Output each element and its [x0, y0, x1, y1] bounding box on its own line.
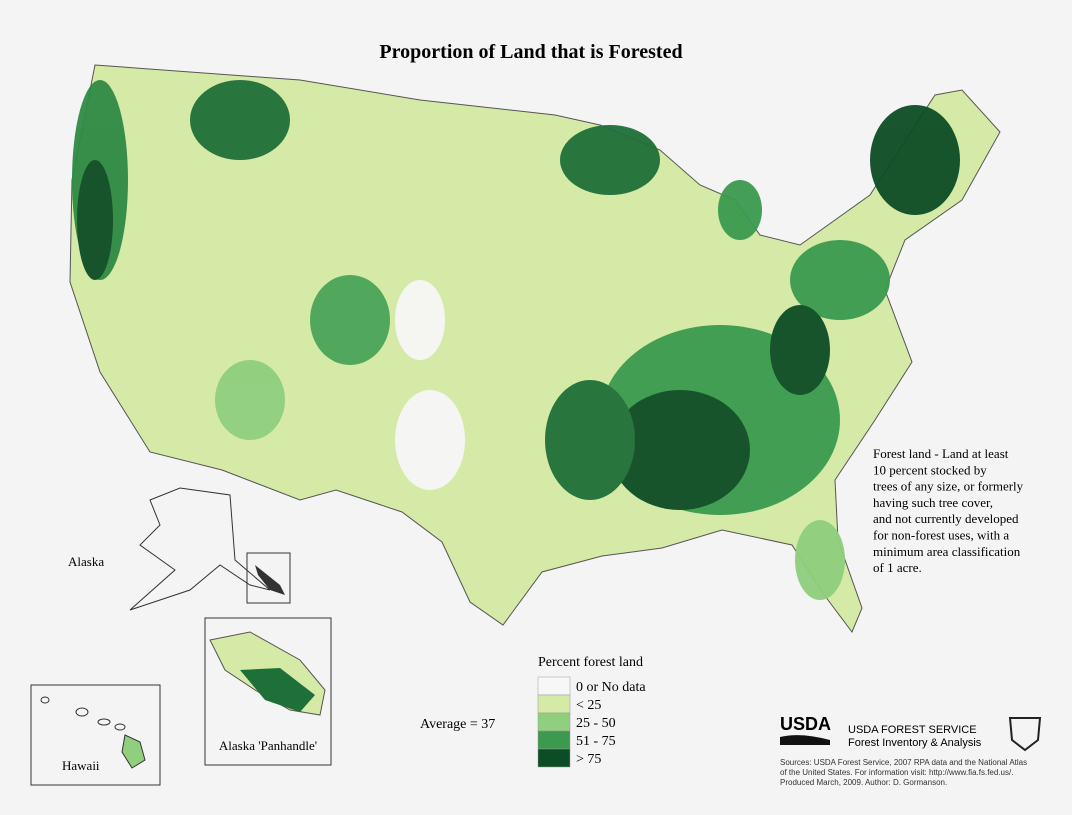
map-title: Proportion of Land that is Forested	[379, 41, 682, 63]
forest-regions	[72, 80, 960, 600]
region	[190, 80, 290, 160]
note-line: minimum area classification	[873, 544, 1021, 559]
legend-swatch	[537, 694, 571, 714]
island	[75, 707, 89, 717]
usda-logo: USDA	[780, 714, 831, 734]
region	[395, 390, 465, 490]
note-line: and not currently developed	[873, 511, 1019, 526]
forest-service-shield	[1008, 717, 1042, 752]
agency-program: Forest Inventory & Analysis	[848, 737, 982, 749]
region	[790, 240, 890, 320]
region	[560, 125, 660, 195]
legend-label: 25 - 50	[576, 716, 616, 731]
average: Average = 37	[420, 717, 495, 732]
logo-swoosh	[780, 735, 830, 745]
inset-box	[246, 552, 291, 604]
legend-label: 0 or No data	[576, 680, 646, 695]
legend-swatch	[537, 712, 571, 732]
panhandle-label: Alaska 'Panhandle'	[219, 738, 317, 753]
region	[718, 180, 762, 240]
legend-label: < 25	[576, 698, 601, 713]
region	[395, 280, 445, 360]
region	[795, 520, 845, 600]
region	[215, 360, 285, 440]
island	[121, 734, 146, 769]
legend-label: > 75	[576, 752, 601, 767]
agency-name: USDA FOREST SERVICE	[848, 724, 977, 736]
island	[114, 723, 126, 731]
note-line: of 1 acre.	[873, 560, 922, 575]
note-line: Forest land - Land at least	[873, 446, 1009, 461]
note-line: having such tree cover,	[873, 495, 993, 510]
inset-box	[30, 684, 161, 786]
panhandle-small	[255, 565, 285, 595]
legend-label: 51 - 75	[576, 734, 616, 749]
sources: Sources: USDA Forest Service, 2007 RPA d…	[780, 758, 1027, 787]
alaska-label: Alaska	[68, 554, 104, 569]
hawaii-islands	[40, 696, 146, 769]
legend-swatch	[537, 676, 571, 696]
note-line: 10 percent stocked by	[873, 462, 987, 477]
region	[770, 305, 830, 395]
us-map	[69, 64, 1001, 633]
note-line: for non-forest uses, with a	[873, 528, 1009, 543]
source-line: of the United States. For information vi…	[780, 768, 1013, 777]
legend-swatch	[537, 730, 571, 750]
alaska-outline	[129, 487, 271, 611]
legend: 0 or No data < 25 25 - 50 51 - 75 > 75	[537, 676, 646, 768]
island	[97, 718, 111, 726]
source-line: Produced March, 2009. Author: D. Gormans…	[780, 778, 947, 787]
region	[870, 105, 960, 215]
legend-swatch	[537, 748, 571, 768]
source-line: Sources: USDA Forest Service, 2007 RPA d…	[780, 758, 1027, 767]
region	[310, 275, 390, 365]
island	[40, 696, 50, 704]
region	[77, 160, 113, 280]
hawaii-label: Hawaii	[62, 758, 100, 773]
region	[610, 390, 750, 510]
region	[545, 380, 635, 500]
legend-title: Percent forest land	[538, 655, 643, 670]
note-line: trees of any size, or formerly	[873, 479, 1024, 494]
panhandle-forest	[240, 668, 315, 712]
